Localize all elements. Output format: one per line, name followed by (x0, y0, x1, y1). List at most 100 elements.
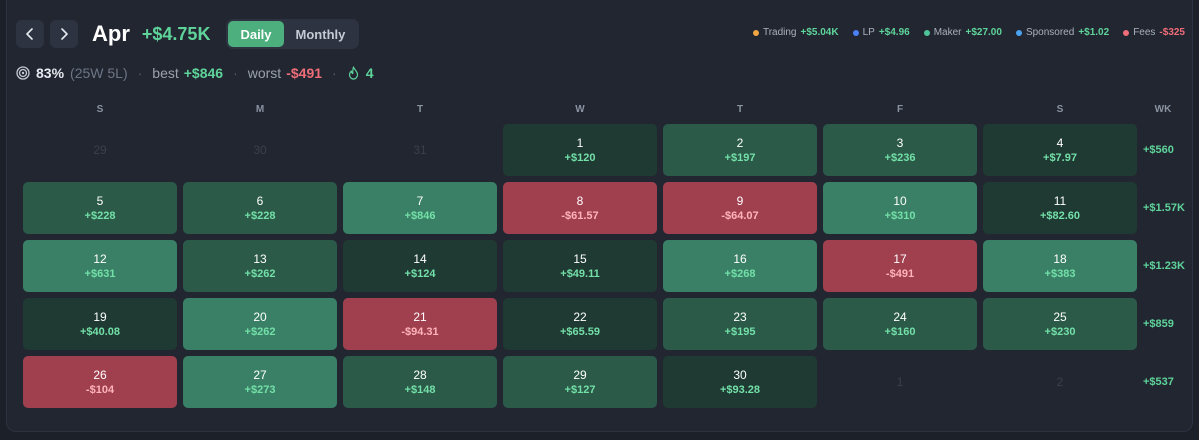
calendar-day-cell[interactable]: 1 +$120 (503, 124, 657, 176)
legend-item-trading[interactable]: Trading +$5.04K (752, 27, 839, 38)
day-number: 6 (256, 193, 264, 208)
legend-dot-icon (752, 29, 759, 36)
calendar-day-cell[interactable]: 25 +$230 (983, 298, 1137, 350)
calendar-day-cell[interactable]: 16 +$268 (663, 240, 817, 292)
calendar-day-cell[interactable]: 8 -$61.57 (503, 182, 657, 234)
week-total: +$1.23K (1143, 260, 1185, 272)
separator-dot: · (137, 65, 143, 81)
day-pnl: +$197 (724, 151, 756, 164)
day-number: 27 (253, 367, 267, 382)
legend-item-lp[interactable]: LP +$4.96 (852, 27, 910, 38)
day-number: 9 (736, 193, 744, 208)
daily-tab[interactable]: Daily (228, 21, 284, 47)
weekday-header: S (1056, 104, 1064, 115)
calendar-day-cell[interactable]: 26 -$104 (23, 356, 177, 408)
legend-value: +$1.02 (1078, 27, 1110, 38)
day-number: 28 (413, 367, 427, 382)
day-number: 29 (573, 367, 587, 382)
day-pnl: +$236 (884, 151, 916, 164)
next-month-button[interactable] (50, 20, 78, 48)
calendar-day-cell[interactable]: 3 +$236 (823, 124, 977, 176)
day-pnl: +$310 (884, 209, 916, 222)
day-number: 5 (96, 193, 104, 208)
legend-item-maker[interactable]: Maker +$27.00 (923, 27, 1002, 38)
calendar-day-cell[interactable]: 2 +$197 (663, 124, 817, 176)
legend-value: +$27.00 (965, 27, 1002, 38)
calendar-day-cell[interactable]: 6 +$228 (183, 182, 337, 234)
day-pnl: +$82.60 (1039, 209, 1081, 222)
calendar-day-cell[interactable]: 11 +$82.60 (983, 182, 1137, 234)
day-pnl: +$262 (244, 267, 276, 280)
calendar-day-cell[interactable]: 22 +$65.59 (503, 298, 657, 350)
calendar-day-cell[interactable]: 28 +$148 (343, 356, 497, 408)
month-title: Apr (92, 21, 130, 46)
weekday-header: T (736, 104, 744, 115)
stats-row: 83% (25W 5L) · best +$846 · worst -$491 … (16, 65, 373, 81)
day-number: 8 (576, 193, 584, 208)
weekday-header: W (575, 104, 585, 115)
calendar-day-outside-month: 30 (183, 124, 337, 176)
calendar-day-cell[interactable]: 15 +$49.11 (503, 240, 657, 292)
calendar-day-cell[interactable]: 18 +$383 (983, 240, 1137, 292)
chevron-left-icon (26, 28, 33, 40)
calendar-day-cell[interactable]: 27 +$273 (183, 356, 337, 408)
legend-value: -$325 (1159, 27, 1185, 38)
day-number: 23 (733, 309, 747, 324)
day-number: 22 (573, 309, 587, 324)
prev-month-button[interactable] (16, 20, 44, 48)
calendar-day-cell[interactable]: 24 +$160 (823, 298, 977, 350)
day-number: 12 (93, 251, 107, 266)
weekday-header: T (416, 104, 424, 115)
legend-value: +$4.96 (878, 27, 910, 38)
calendar-day-cell[interactable]: 4 +$7.97 (983, 124, 1137, 176)
calendar-day-cell[interactable]: 9 -$64.07 (663, 182, 817, 234)
day-number: 18 (1053, 251, 1067, 266)
calendar-day-cell[interactable]: 19 +$40.08 (23, 298, 177, 350)
calendar-day-cell[interactable]: 29 +$127 (503, 356, 657, 408)
calendar-day-outside-month: 29 (23, 124, 177, 176)
calendar-day-cell[interactable]: 20 +$262 (183, 298, 337, 350)
day-number: 1 (896, 374, 904, 389)
day-number: 26 (93, 367, 107, 382)
legend-dot-icon (923, 29, 930, 36)
day-number: 2 (1056, 374, 1064, 389)
calendar-day-cell[interactable]: 10 +$310 (823, 182, 977, 234)
day-pnl: -$94.31 (401, 325, 439, 338)
calendar-day-cell[interactable]: 21 -$94.31 (343, 298, 497, 350)
day-number: 11 (1053, 193, 1067, 208)
calendar-day-cell[interactable]: 7 +$846 (343, 182, 497, 234)
calendar-day-cell[interactable]: 23 +$195 (663, 298, 817, 350)
calendar-day-cell[interactable]: 12 +$631 (23, 240, 177, 292)
legend-item-fees[interactable]: Fees -$325 (1123, 27, 1185, 38)
weekday-header: M (255, 104, 265, 115)
week-total: +$1.57K (1143, 202, 1185, 214)
monthly-tab[interactable]: Monthly (295, 26, 346, 42)
day-number: 21 (413, 309, 427, 324)
day-number: 24 (893, 309, 907, 324)
month-total: +$4.75K (141, 23, 211, 44)
worst-value: -$491 (286, 65, 323, 81)
day-number: 30 (253, 142, 267, 157)
win-loss-record: (25W 5L) (70, 65, 128, 81)
calendar-day-cell[interactable]: 5 +$228 (23, 182, 177, 234)
calendar-day-cell[interactable]: 13 +$262 (183, 240, 337, 292)
day-pnl: +$230 (1044, 325, 1076, 338)
day-pnl: +$846 (404, 209, 436, 222)
chevron-right-icon (61, 28, 68, 40)
calendar-day-cell[interactable]: 30 +$93.28 (663, 356, 817, 408)
day-number: 3 (896, 135, 904, 150)
legend-dot-icon (852, 29, 859, 36)
view-toggle: Daily Monthly (226, 19, 360, 49)
legend-label: LP (862, 27, 875, 38)
weekday-header: F (896, 104, 904, 115)
day-pnl: +$160 (884, 325, 916, 338)
day-number: 19 (93, 309, 107, 324)
separator-dot: · (332, 65, 337, 81)
day-pnl: +$228 (84, 209, 116, 222)
week-total: +$560 (1143, 144, 1174, 156)
legend-label: Trading (762, 27, 797, 38)
legend-dot-icon (1015, 29, 1022, 36)
calendar-day-cell[interactable]: 14 +$124 (343, 240, 497, 292)
legend-item-sponsored[interactable]: Sponsored +$1.02 (1015, 27, 1110, 38)
calendar-day-cell[interactable]: 17 -$491 (823, 240, 977, 292)
